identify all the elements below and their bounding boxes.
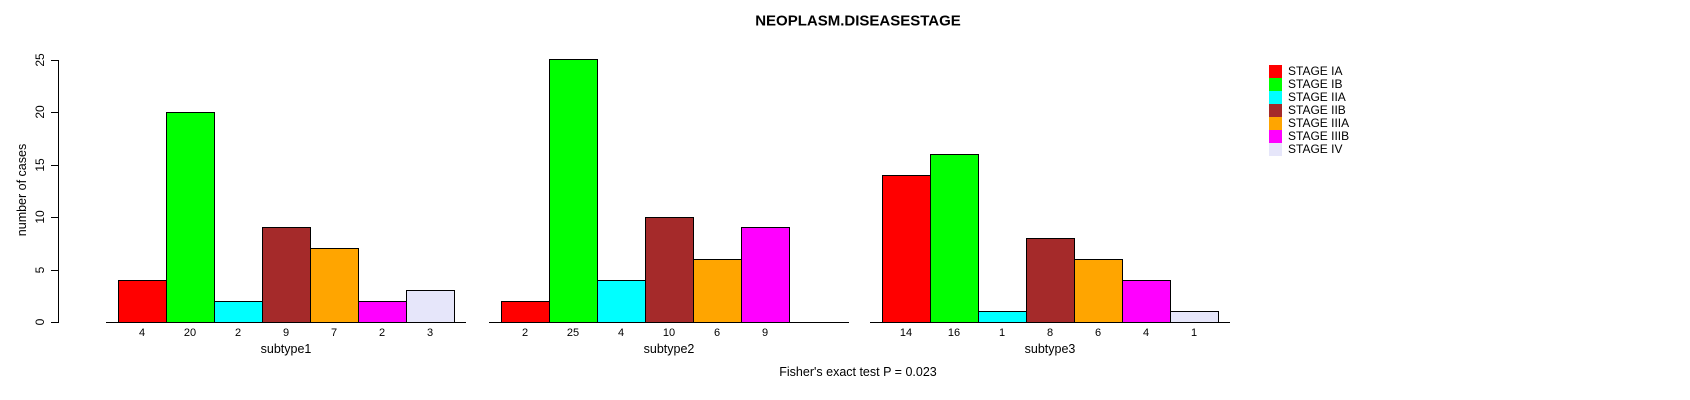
group-label: subtype2 <box>643 342 695 356</box>
bar-value-label: 6 <box>1094 327 1102 339</box>
legend-swatch <box>1269 77 1282 91</box>
group-label: subtype3 <box>1024 342 1076 356</box>
bar-value-label: 3 <box>426 327 434 339</box>
legend-swatch <box>1269 103 1282 117</box>
bar <box>358 301 407 323</box>
y-tick-label: 10 <box>33 210 47 224</box>
legend-label: STAGE IB <box>1288 76 1343 91</box>
y-tick-label: 15 <box>33 157 47 172</box>
y-tick <box>51 269 58 271</box>
bar-value-label: 10 <box>662 327 676 339</box>
y-tick-label: 5 <box>33 266 47 273</box>
legend-label: STAGE IIIB <box>1288 128 1350 143</box>
bar <box>645 217 694 323</box>
bar-value-label: 7 <box>330 327 338 339</box>
bar <box>882 175 931 323</box>
bar-value-label: 2 <box>378 327 386 339</box>
bar-value-label: 4 <box>617 327 625 339</box>
bar <box>741 227 790 323</box>
bar <box>597 280 646 323</box>
bar <box>1170 311 1219 323</box>
bar-value-label: 2 <box>234 327 242 339</box>
legend-label: STAGE IIA <box>1288 89 1346 104</box>
bar <box>978 311 1027 323</box>
legend-label: STAGE IIB <box>1288 102 1346 117</box>
legend-swatch <box>1269 129 1282 143</box>
bar-value-label: 14 <box>899 327 913 339</box>
bar <box>501 301 550 323</box>
bar <box>1074 259 1123 323</box>
bar-value-label: 25 <box>566 327 580 339</box>
y-tick <box>51 217 58 218</box>
bar-value-label: 9 <box>282 327 290 339</box>
y-tick-label: 0 <box>33 318 47 326</box>
chart-title: NEOPLASM.DISEASESTAGE <box>755 12 961 30</box>
bar-value-label: 8 <box>1046 327 1054 339</box>
legend-label: STAGE IIIA <box>1288 115 1350 130</box>
legend-label: STAGE IV <box>1288 141 1343 156</box>
bar-value-label: 4 <box>1142 327 1150 339</box>
legend-swatch <box>1269 64 1282 78</box>
legend-swatch <box>1269 142 1282 156</box>
y-tick <box>51 164 58 166</box>
y-axis <box>58 59 59 323</box>
bar-value-label: 20 <box>183 327 197 339</box>
bar <box>214 301 263 323</box>
y-tick <box>51 112 58 113</box>
bar <box>1026 238 1075 323</box>
bar-value-label: 2 <box>521 327 529 339</box>
y-tick-label: 25 <box>33 52 47 67</box>
bar-value-label: 1 <box>998 327 1006 339</box>
bar <box>166 112 215 323</box>
legend-label: STAGE IA <box>1288 63 1343 78</box>
bar <box>693 259 742 323</box>
bar-value-label: 4 <box>138 327 146 339</box>
bar-value-label: 9 <box>761 327 769 339</box>
y-tick <box>51 59 58 61</box>
bar-value-label: 16 <box>947 327 961 339</box>
bar <box>310 248 359 323</box>
bar <box>549 59 598 323</box>
y-axis-label: number of cases <box>15 143 29 237</box>
bar <box>406 290 455 323</box>
bar-value-label: 1 <box>1190 327 1198 339</box>
bar <box>262 227 311 323</box>
legend-swatch <box>1269 116 1282 130</box>
y-tick <box>51 322 58 323</box>
bar <box>930 154 979 323</box>
legend-swatch <box>1269 90 1282 104</box>
bar <box>1122 280 1171 323</box>
group-label: subtype1 <box>260 342 312 356</box>
y-tick-label: 20 <box>33 105 47 119</box>
bar <box>118 280 167 323</box>
bar-value-label: 6 <box>713 327 721 339</box>
caption-fishers-test: Fisher's exact test P = 0.023 <box>779 365 937 379</box>
